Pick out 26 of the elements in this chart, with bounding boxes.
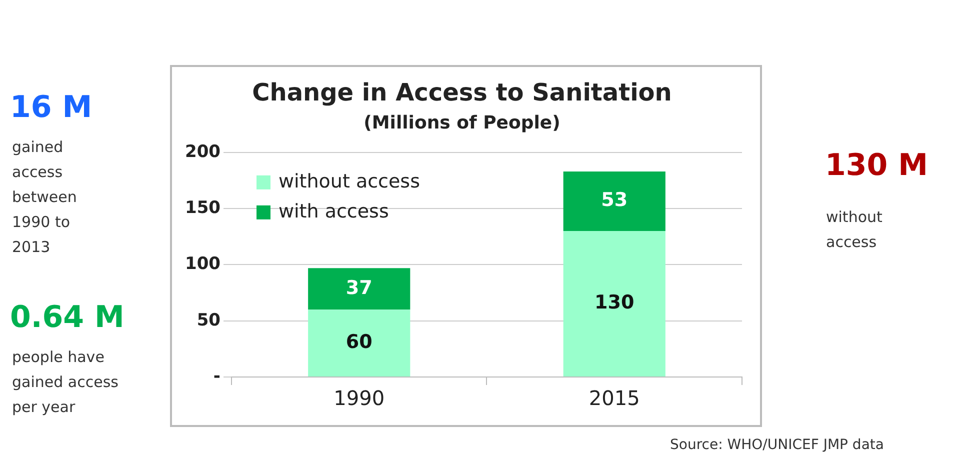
y-tick-label: 150 [184, 198, 221, 218]
legend-label: without access [278, 170, 420, 192]
source-note: Source: WHO/UNICEF JMP data [670, 436, 885, 454]
y-tick-label: 100 [184, 254, 221, 274]
x-tick-label: 2015 [588, 386, 640, 410]
text: gained access between 1990 to 2013 [12, 137, 78, 258]
legend-label: with access [278, 200, 389, 222]
data-label: 60 [346, 330, 372, 353]
bar [308, 310, 410, 376]
data-label: 53 [601, 189, 628, 212]
data-label: 130 [594, 292, 634, 314]
text: without access [826, 207, 884, 253]
data-label: 37 [346, 276, 372, 299]
chart-title: Change in Access to Sanitation [252, 78, 672, 107]
chart-subtitle: (Millions of People) [364, 112, 560, 134]
text: 0.64 M [10, 300, 126, 335]
text: 16 M [10, 90, 94, 125]
y-tick-label: 50 [196, 310, 221, 330]
bar [563, 231, 666, 376]
bar [563, 171, 666, 232]
x-tick-label: 1990 [334, 386, 385, 410]
y-tick-label: 200 [184, 142, 221, 162]
y-tick-label: - [213, 366, 220, 386]
bar [308, 268, 410, 310]
text: 130 M [825, 148, 929, 183]
text: people have gained access per year [12, 347, 120, 418]
